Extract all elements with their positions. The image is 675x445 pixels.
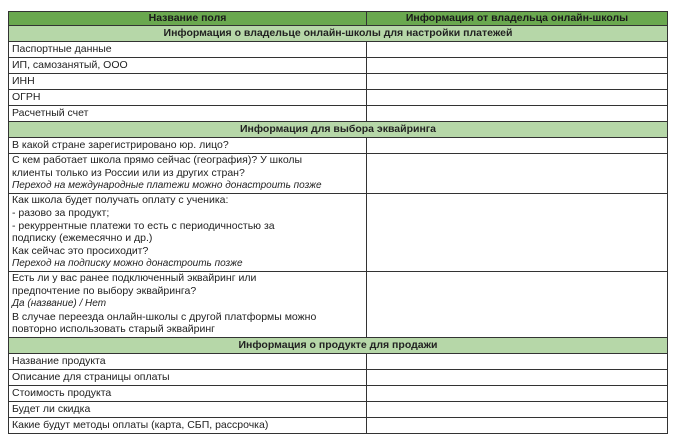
text-line: - рекуррентные платежи то есть с периоди… <box>12 219 275 232</box>
text-line: повторно использовать старый эквайринг <box>12 323 216 336</box>
text-line: Как школа будет получать оплату с ученик… <box>12 194 229 206</box>
field-label: С кем работает школа прямо сейчас (геогр… <box>8 153 367 194</box>
answer-cell[interactable] <box>366 41 668 58</box>
answer-cell[interactable] <box>366 153 668 194</box>
section-row: Информация о продукте для продажи <box>8 336 668 354</box>
answer-cell[interactable] <box>366 384 668 402</box>
section-title: Информация о продукте для продажи <box>8 336 668 354</box>
answer-cell[interactable] <box>366 57 668 74</box>
table-row: Паспортные данные <box>8 41 668 58</box>
field-label: ОГРН <box>8 89 367 106</box>
table-row: В какой стране зарегистрировано юр. лицо… <box>8 137 668 154</box>
note-text: Переход на подписку можно донастроить по… <box>12 257 243 269</box>
questionnaire-table: Название поля Информация от владельца он… <box>8 11 668 434</box>
header-field-name: Название поля <box>8 11 367 26</box>
table-row: Стоимость продукта <box>8 384 668 402</box>
answer-cell[interactable] <box>366 368 668 386</box>
text-line: клиенты только из России или из других с… <box>12 167 245 180</box>
text-line: Есть ли у вас ранее подключенный эквайри… <box>12 272 257 285</box>
answer-cell[interactable] <box>366 105 668 122</box>
answer-cell[interactable] <box>366 352 668 370</box>
table-row: Расчетный счет <box>8 105 668 122</box>
table-row: Какие будут методы оплаты (карта, СБП, р… <box>8 416 668 434</box>
answer-cell[interactable] <box>366 73 668 90</box>
answer-cell[interactable] <box>366 193 668 272</box>
section-row: Информация о владельце онлайн-школы для … <box>8 25 668 42</box>
table-row: ОГРН <box>8 89 668 106</box>
text-line: подписку (ежемесячно и др.) <box>12 232 153 245</box>
field-label: ИНН <box>8 73 367 90</box>
field-label: Стоимость продукта <box>8 384 367 402</box>
text-line: Как сейчас это просиходит? <box>12 245 149 258</box>
table-header: Название поля Информация от владельца он… <box>8 11 668 26</box>
field-label: Описание для страницы оплаты <box>8 368 367 386</box>
field-label: Название продукта <box>8 352 367 370</box>
field-label: Какие будут методы оплаты (карта, СБП, р… <box>8 416 367 434</box>
field-label: Есть ли у вас ранее подключенный эквайри… <box>8 270 367 338</box>
text-line: В случае переезда онлайн-школы с другой … <box>12 310 317 323</box>
table-row: Как школа будет получать оплату с ученик… <box>8 193 668 272</box>
table-row: С кем работает школа прямо сейчас (геогр… <box>8 153 668 194</box>
answer-cell[interactable] <box>366 89 668 106</box>
answer-cell[interactable] <box>366 400 668 418</box>
table-row: ИП, самозанятый, ООО <box>8 57 668 74</box>
field-label: Паспортные данные <box>8 41 367 58</box>
answer-cell[interactable] <box>366 137 668 154</box>
note-text: Да (название) / Нет <box>12 297 107 309</box>
field-label: Как школа будет получать оплату с ученик… <box>8 193 367 272</box>
table-row: Есть ли у вас ранее подключенный эквайри… <box>8 270 668 338</box>
table-row: Будет ли скидка <box>8 400 668 418</box>
header-owner-info: Информация от владельца онлайн-школы <box>366 11 668 26</box>
field-label: Расчетный счет <box>8 105 367 122</box>
field-label: ИП, самозанятый, ООО <box>8 57 367 74</box>
table-row: ИНН <box>8 73 668 90</box>
table-row: Название продукта <box>8 352 668 370</box>
text-line: - разово за продукт; <box>12 206 110 219</box>
section-title: Информация о владельце онлайн-школы для … <box>8 25 668 42</box>
section-title: Информация для выбора эквайринга <box>8 121 668 138</box>
section-row: Информация для выбора эквайринга <box>8 121 668 138</box>
text-line: С кем работает школа прямо сейчас (геогр… <box>12 154 303 167</box>
table-row: Описание для страницы оплаты <box>8 368 668 386</box>
field-label: Будет ли скидка <box>8 400 367 418</box>
text-line: предпочтение по выбору эквайринга? <box>12 285 197 298</box>
field-label: В какой стране зарегистрировано юр. лицо… <box>8 137 367 154</box>
answer-cell[interactable] <box>366 416 668 434</box>
note-text: Переход на международные платежи можно д… <box>12 179 322 191</box>
answer-cell[interactable] <box>366 270 668 338</box>
